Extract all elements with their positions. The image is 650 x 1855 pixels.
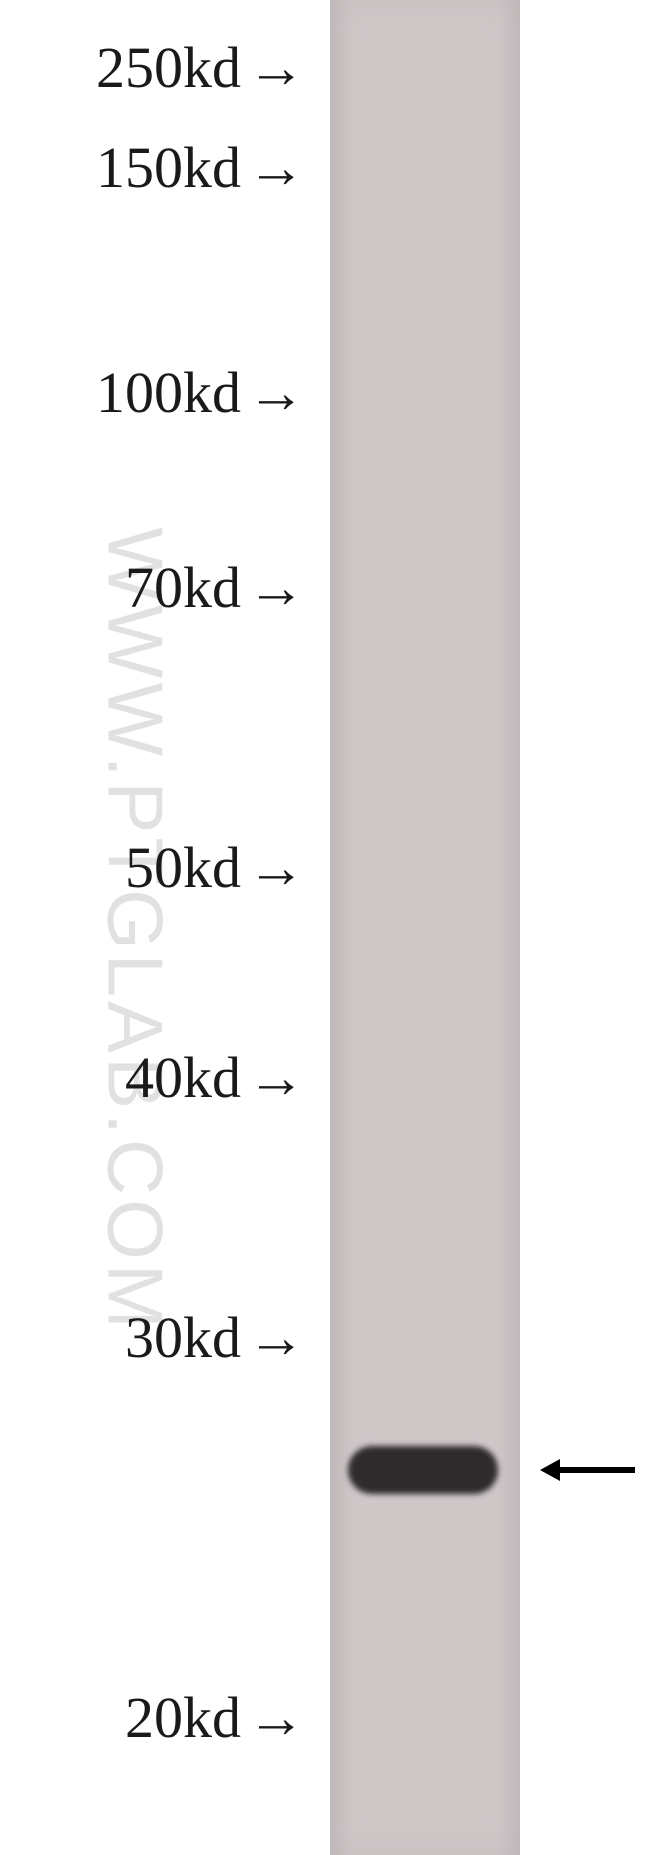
blot-container: WWW.PTGLAB.COM 250kd→150kd→100kd→70kd→50…	[0, 0, 650, 1855]
mw-marker-250kd: 250kd→	[0, 34, 305, 101]
mw-marker-arrow-icon: →	[247, 554, 305, 621]
mw-marker-100kd: 100kd→	[0, 359, 305, 426]
mw-marker-arrow-icon: →	[247, 134, 305, 201]
mw-marker-text: 20kd	[125, 1684, 241, 1751]
mw-marker-70kd: 70kd→	[0, 554, 305, 621]
target-band-arrow	[538, 1445, 650, 1495]
mw-marker-30kd: 30kd→	[0, 1304, 305, 1371]
mw-marker-20kd: 20kd→	[0, 1684, 305, 1751]
mw-marker-arrow-icon: →	[247, 834, 305, 901]
mw-marker-text: 150kd	[96, 134, 241, 201]
mw-marker-text: 100kd	[96, 359, 241, 426]
mw-marker-50kd: 50kd→	[0, 834, 305, 901]
band-0	[348, 1446, 498, 1494]
mw-marker-text: 250kd	[96, 34, 241, 101]
mw-marker-text: 40kd	[125, 1044, 241, 1111]
mw-marker-arrow-icon: →	[247, 1304, 305, 1371]
mw-marker-text: 70kd	[125, 554, 241, 621]
mw-marker-40kd: 40kd→	[0, 1044, 305, 1111]
mw-marker-arrow-icon: →	[247, 34, 305, 101]
mw-marker-text: 30kd	[125, 1304, 241, 1371]
mw-marker-arrow-icon: →	[247, 1044, 305, 1111]
blot-lane	[330, 0, 520, 1855]
watermark-text: WWW.PTGLAB.COM	[90, 527, 181, 1333]
mw-marker-arrow-icon: →	[247, 1684, 305, 1751]
mw-marker-text: 50kd	[125, 834, 241, 901]
mw-marker-arrow-icon: →	[247, 359, 305, 426]
mw-marker-150kd: 150kd→	[0, 134, 305, 201]
